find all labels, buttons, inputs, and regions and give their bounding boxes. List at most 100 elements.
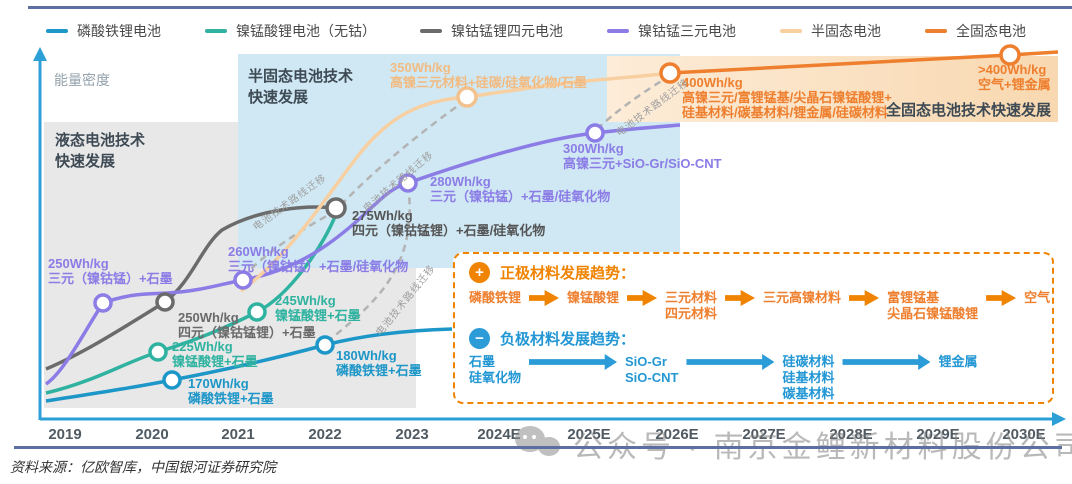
legend-line-swatch [205, 29, 227, 33]
anode-trend-header: − 负极材料发展趋势： [469, 328, 635, 349]
region-title-line: 全固态电池技术快速发展 [886, 102, 1052, 119]
legend-label: 磷酸铁锂电池 [77, 23, 161, 39]
annotation-260: 260Wh/kg 三元（镍钴锰）+石墨/硅氧化物 [228, 244, 408, 274]
wechat-icon [515, 426, 561, 462]
legend-line-swatch [780, 29, 802, 33]
x-tick-2024e: 2024E [477, 426, 521, 443]
annotation-value: 250Wh/kg [178, 310, 239, 325]
legend-item-lfp: 磷酸铁锂电池 [46, 21, 161, 41]
phase-region-all-solid [607, 56, 1058, 122]
chain-step: 镍锰酸锂 [567, 290, 620, 305]
x-tick-2029e: 2029E [916, 426, 960, 443]
cathode-trend-title: 正极材料发展趋势： [500, 265, 636, 282]
legend-item-quaternary: 镍钴锰锂四元电池 [420, 21, 563, 41]
right-arrow-icon [529, 290, 560, 306]
annotation-225: 225Wh/kg 镍锰酸锂+石墨 [172, 339, 258, 369]
annotation-materials: 镍锰酸锂+石墨 [172, 354, 258, 369]
source-note: 资料来源：亿欧智库，中国银河证券研究院 [10, 461, 276, 476]
annotation-value: 245Wh/kg [275, 293, 336, 308]
legend-item-ncm: 镍钴锰三元电池 [607, 21, 736, 41]
region-title-line: 液态电池技术 [55, 132, 146, 149]
annotation-materials: 高镍三元材料+硅碳/硅氧化物/石墨 [390, 75, 587, 90]
annotation-materials: 高镍三元/富锂锰基/尖晶石镍锰酸锂+ [682, 90, 892, 105]
annotation-value: 300Wh/kg [563, 141, 624, 156]
annotation-value: >400Wh/kg [978, 62, 1047, 77]
annotation-value: 250Wh/kg [48, 256, 109, 271]
region-title-liquid: 液态电池技术 快速发展 [55, 130, 145, 172]
right-arrow-icon [529, 354, 618, 370]
annotation-170: 170Wh/kg 磷酸铁锂+石墨 [188, 376, 274, 406]
annotation-materials: 高镍三元+SiO-Gr/SiO-CNT [563, 156, 722, 171]
annotation-350: 350Wh/kg 高镍三元材料+硅碳/硅氧化物/石墨 [390, 60, 587, 90]
chart-legend: 磷酸铁锂电池 镍锰酸锂电池（无钴） 镍钴锰锂四元电池 镍钴锰三元电池 半固态电池… [0, 21, 1072, 41]
curve-quaternary [45, 205, 337, 371]
x-tick-2028e: 2028E [829, 426, 873, 443]
right-arrow-icon [842, 354, 931, 370]
x-tick-2027e: 2027E [742, 426, 786, 443]
annotation-materials: 三元（镍钴锰）+石墨/硅氧化物 [228, 259, 409, 274]
x-tick-2025e: 2025E [567, 426, 611, 443]
chain-step: 三元高镍材料 [763, 290, 842, 305]
x-tick-2021: 2021 [221, 426, 255, 443]
annotation-value: 400Wh/kg [682, 75, 743, 90]
legend-line-swatch [607, 29, 629, 33]
curve-semi-solid [239, 71, 671, 293]
region-title-line: 快速发展 [248, 89, 309, 106]
x-tick-2023: 2023 [395, 426, 429, 443]
axes [33, 47, 1066, 426]
annotation-materials: 硅基材料/碳基材料/锂金属/硅碳材料 [682, 105, 888, 120]
chain-step: 硅碳材料 硅基材料 碳基材料 [782, 354, 835, 401]
right-arrow-icon [986, 290, 1017, 306]
legend-label: 全固态电池 [956, 23, 1026, 39]
legend-line-swatch [420, 29, 442, 33]
annotation-value: 280Wh/kg [430, 174, 491, 189]
annotation-280: 280Wh/kg 三元（镍钴锰）+石墨/硅氧化物 [430, 174, 610, 204]
y-axis-label: 能量密度 [54, 72, 110, 88]
annotation-300: 300Wh/kg 高镍三元+SiO-Gr/SiO-CNT [563, 141, 722, 171]
anode-trend-title: 负极材料发展趋势： [500, 331, 636, 348]
cathode-trend-header: + 正极材料发展趋势： [469, 262, 635, 283]
watermark-text: 公众号 · 南京金鲤新材料股份公司 [573, 431, 1072, 464]
right-arrow-icon [686, 354, 775, 370]
chain-step: 石墨 硅氧化物 [469, 354, 522, 385]
right-arrow-icon [627, 290, 658, 306]
bottom-border-line [14, 446, 1062, 449]
phase-region-semi-solid [238, 54, 680, 268]
material-trend-box: + 正极材料发展趋势： 磷酸铁锂 镍锰酸锂 三元材料 四元材料 三元高镍材料 富… [453, 252, 1054, 404]
legend-item-lnmo: 镍锰酸锂电池（无钴） [205, 21, 376, 41]
annotation-250-quaternary: 250Wh/kg 四元（镍钴锰锂）+石墨 [178, 310, 316, 340]
top-border-line [28, 6, 1072, 9]
annotation-materials: 镍锰酸锂+石墨 [275, 308, 361, 323]
chain-step: 三元材料 四元材料 [665, 290, 718, 321]
plus-icon: + [469, 262, 490, 283]
annotation-275: 275Wh/kg 四元（镍钴锰锂）+石墨/硅氧化物 [352, 208, 545, 238]
annotation-value: 350Wh/kg [390, 60, 451, 75]
milestone-points [93, 44, 1021, 390]
chain-step: 磷酸铁锂 [469, 290, 522, 305]
chain-step: SiO-Gr SiO-CNT [625, 354, 679, 385]
annotation-materials: 空气+锂金属 [978, 77, 1051, 92]
chain-step: 空气 [1024, 290, 1051, 305]
minus-icon: − [469, 328, 490, 349]
annotation-400: 400Wh/kg 高镍三元/富锂锰基/尖晶石镍锰酸锂+ 硅基材料/碳基材料/锂金… [682, 75, 892, 120]
right-arrow-icon [849, 290, 880, 306]
annotation-materials: 磷酸铁锂+石墨 [188, 391, 274, 406]
right-arrow-icon [725, 290, 756, 306]
chain-step: 富锂锰基 尖晶石镍锰酸锂 [887, 290, 979, 321]
annotation-materials: 四元（镍钴锰锂）+石墨 [178, 325, 316, 340]
legend-line-swatch [925, 29, 947, 33]
x-tick-2020: 2020 [135, 426, 169, 443]
annotation-value: 275Wh/kg [352, 208, 413, 223]
region-title-all-solid: 全固态电池技术快速发展 [886, 100, 1051, 121]
annotation-value: 180Wh/kg [336, 348, 397, 363]
annotation-250-ternary: 250Wh/kg 三元（镍钴锰）+石墨 [48, 256, 173, 286]
legend-item-all-solid: 全固态电池 [925, 21, 1026, 41]
region-title-line: 快速发展 [55, 153, 116, 170]
annotation-245: 245Wh/kg 镍锰酸锂+石墨 [275, 293, 361, 323]
watermark: 公众号 · 南京金鲤新材料股份公司 [515, 422, 1072, 466]
x-tick-2019: 2019 [48, 426, 82, 443]
annotation-materials: 磷酸铁锂+石墨 [336, 363, 422, 378]
region-title-line: 半固态电池技术 [248, 68, 354, 85]
annotation-materials: 三元（镍钴锰）+石墨 [48, 271, 173, 286]
